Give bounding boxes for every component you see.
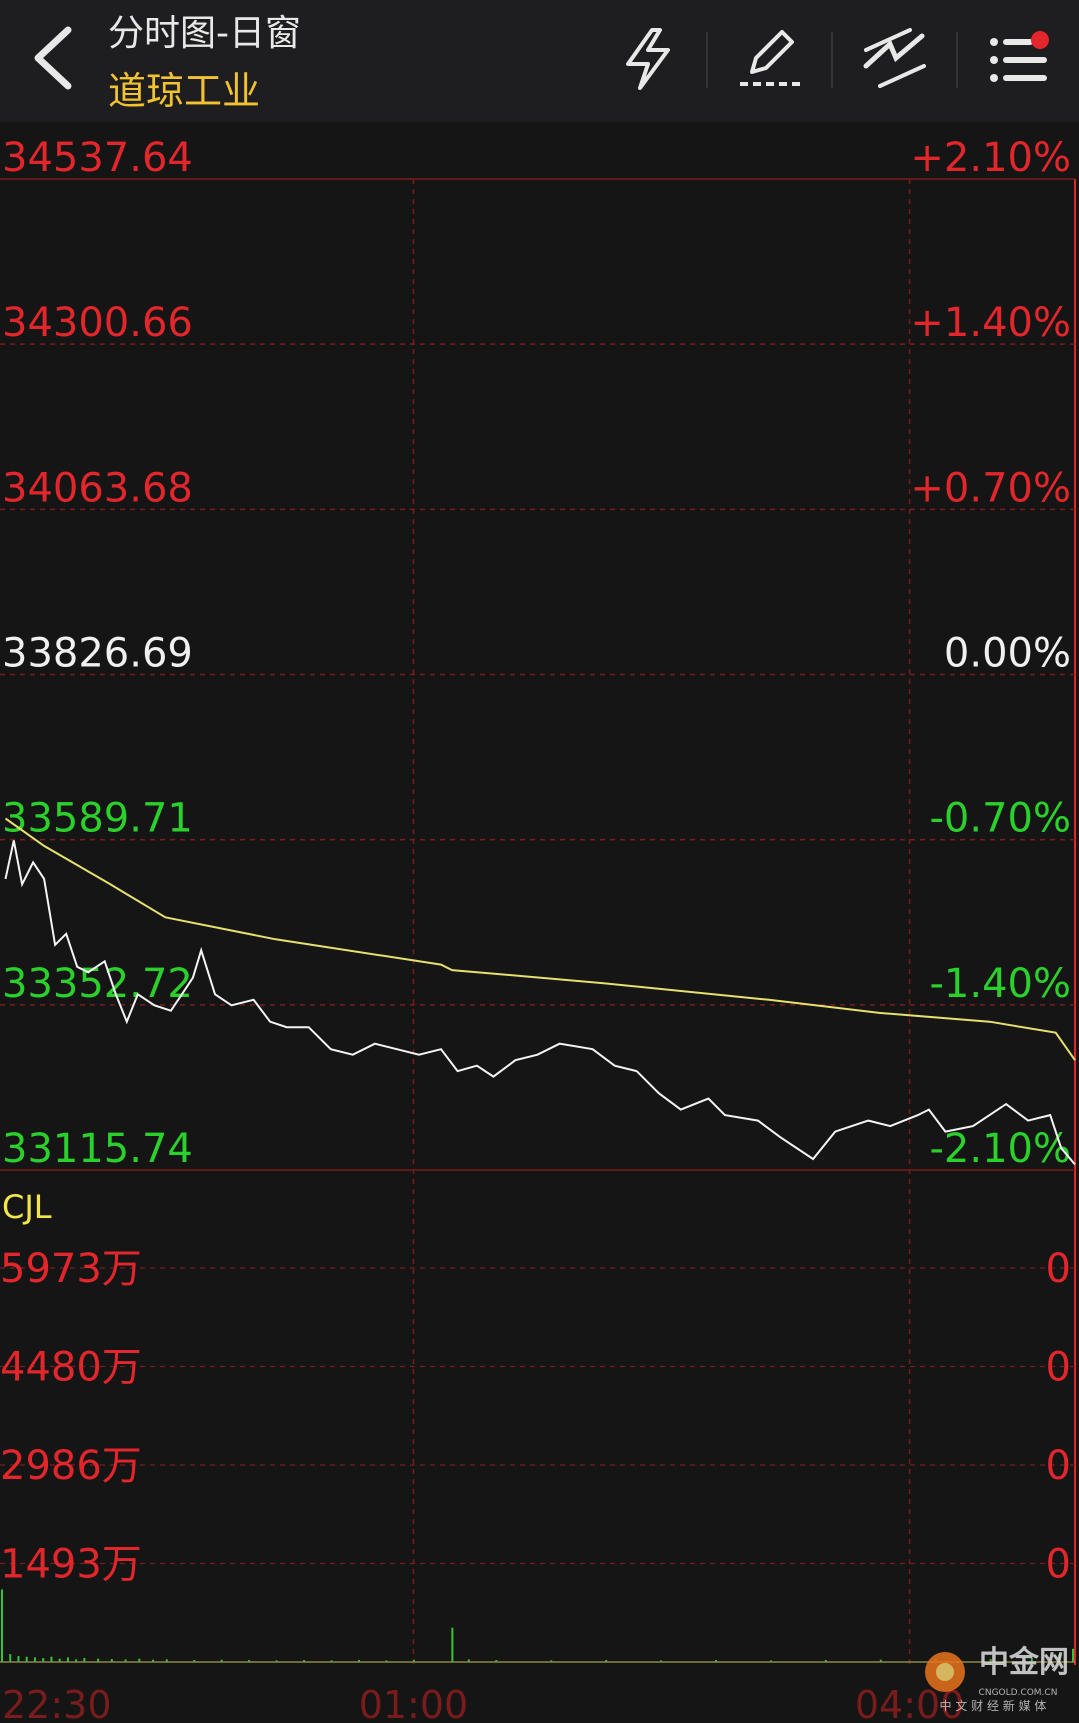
volume-bar [124, 1659, 127, 1662]
volume-bar [303, 1660, 306, 1662]
volume-bar [9, 1654, 12, 1662]
volume-bar [550, 1660, 553, 1662]
volume-bar [412, 1660, 415, 1662]
volume-bar [1030, 1658, 1033, 1662]
price-line [4, 817, 1076, 1061]
y-tick-label: 34300.66 [2, 300, 193, 346]
y-tick-label: 33589.71 [2, 796, 193, 842]
volume-bar [467, 1659, 470, 1662]
header-icons [34, 26, 1049, 90]
volume-bar [75, 1659, 78, 1662]
y-tick-label: 34537.64 [2, 135, 193, 181]
right-label: 0 [1046, 1246, 1071, 1292]
volume-bar [824, 1660, 827, 1662]
back-button[interactable] [34, 26, 72, 90]
right-label: 0 [1046, 1542, 1071, 1588]
right-label: 0 [1046, 1344, 1071, 1390]
volume-bar [451, 1627, 454, 1662]
draw-icon[interactable] [740, 30, 800, 86]
volume-bar [25, 1656, 28, 1662]
y-tick-label: 33115.74 [2, 1126, 193, 1172]
volume-bar [358, 1660, 360, 1662]
y-tick-label: 4480万 [0, 1344, 142, 1390]
volume-bar [495, 1660, 498, 1662]
price-line [4, 840, 1076, 1166]
watermark-brand: 中金网 [979, 1645, 1069, 1680]
volume-bar [275, 1660, 278, 1662]
watermark-site: CNGOLD.COM.CN [979, 1688, 1058, 1698]
y-tick-label: 2986万 [0, 1443, 142, 1489]
volume-bar [138, 1658, 141, 1662]
volume-bar [165, 1659, 168, 1662]
y2-tick-label: -0.70% [929, 796, 1071, 842]
volume-bar [330, 1660, 333, 1662]
volume-bar [1, 1589, 3, 1662]
y2-tick-label: +1.40% [910, 300, 1071, 346]
volume-bar [17, 1656, 20, 1662]
volume-bar [42, 1658, 45, 1662]
y2-tick-label: +2.10% [910, 135, 1071, 181]
header: 分时图-日窗 道琼工业 [0, 0, 1079, 122]
y2-tick-label: 0.00% [944, 631, 1071, 677]
volume-bar [989, 1659, 992, 1662]
y-tick-label: 33352.72 [2, 961, 193, 1007]
volume-bar [1072, 1648, 1074, 1662]
flash-icon[interactable] [626, 28, 670, 90]
y-tick-label: 34063.68 [2, 465, 193, 511]
watermark-slogan: 中 文 财 经 新 媒 体 [940, 1698, 1047, 1713]
y2-tick-label: +0.70% [910, 465, 1071, 511]
y2-tick-label: -2.10% [929, 1126, 1071, 1172]
chart-background [0, 122, 1079, 1723]
volume-bar [605, 1660, 608, 1662]
page-title: 分时图-日窗 [108, 13, 301, 54]
volume-bar [715, 1660, 717, 1662]
volume-bar [769, 1660, 772, 1662]
volume-bar [33, 1657, 36, 1662]
volume-bar [220, 1659, 223, 1662]
volume-bar [110, 1659, 113, 1662]
volume-bar [97, 1658, 100, 1662]
volume-bar [879, 1659, 882, 1662]
volume-bar [152, 1659, 155, 1662]
y-tick-label: 5973万 [0, 1246, 142, 1292]
volume-bar [83, 1658, 86, 1662]
x-tick-label: 22:30 [2, 1683, 112, 1723]
watermark: 中金网 CNGOLD.COM.CN 中 文 财 经 新 媒 体 [925, 1645, 1069, 1713]
instrument-name: 道琼工业 [108, 69, 261, 113]
volume-bar [660, 1660, 663, 1662]
y2-tick-label: -1.40% [929, 961, 1071, 1007]
volume-bar [66, 1657, 69, 1662]
volume-bar [248, 1660, 251, 1662]
volume-bar [193, 1660, 196, 1662]
right-label: 0 [1046, 1443, 1071, 1489]
menu-icon[interactable] [990, 31, 1049, 82]
volume-bar [385, 1660, 388, 1662]
indicator-icon[interactable] [863, 28, 926, 88]
volume-bar [1058, 1654, 1061, 1662]
x-tick-label: 01:00 [359, 1683, 469, 1723]
volume-bar [50, 1656, 53, 1662]
y-tick-label: 33826.69 [2, 631, 193, 677]
y-tick-label: 1493万 [0, 1542, 142, 1588]
volume-title: CJL [2, 1188, 52, 1226]
volume-bar [58, 1658, 61, 1662]
